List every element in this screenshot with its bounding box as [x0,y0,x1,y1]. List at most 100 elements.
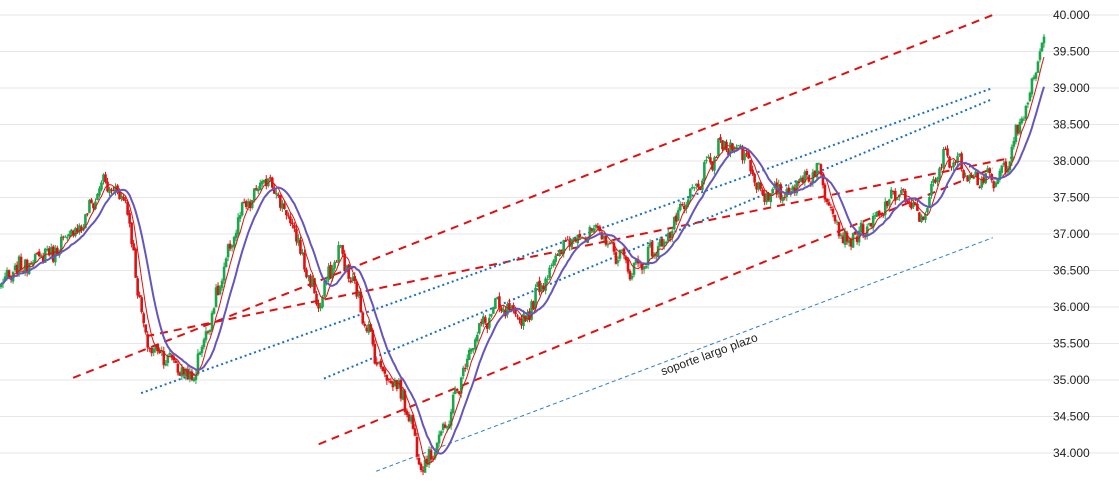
candle-up [297,238,300,244]
candle-down [628,271,632,280]
candle-up [281,203,284,209]
candle-down [385,374,389,381]
candle-down [110,189,113,191]
candle-up [648,242,652,247]
candle-up [49,247,53,256]
candle-up [88,200,91,213]
candle-down [242,201,246,203]
candle-down [823,184,827,200]
candle-up [447,424,451,428]
candle-up [84,214,87,229]
candle-up [204,331,208,340]
candle-up [70,229,73,235]
candle-down [500,307,503,311]
candle-up [1032,76,1036,80]
candle-up [757,182,760,190]
candle-down [216,285,220,296]
candle-up [717,138,720,157]
candle-up [1036,61,1040,73]
candle-up [847,240,851,243]
candle-down [944,148,947,150]
candle-up [672,216,676,230]
candle-up [544,278,547,291]
candle-down [355,281,359,297]
candle-up [644,266,648,268]
candle-up [252,188,256,201]
candle-up [1026,102,1030,105]
candle-down [520,319,523,326]
candle-down [457,391,461,394]
candle-up [230,244,234,248]
candle-down [753,174,756,183]
candle-up [256,189,260,192]
candle-up [1028,92,1032,102]
candle-down [793,187,797,193]
candle-up [445,426,449,429]
candle-up [968,174,971,180]
candle-down [783,197,787,199]
candle-up [471,348,475,351]
candle-down [47,248,51,256]
candle-up [695,183,698,186]
candle-down [833,215,837,222]
candle-down [745,153,748,155]
candle-down [244,201,248,207]
candle-down [365,327,369,332]
candle-down [767,193,770,201]
candle-down [134,248,137,278]
candle-down [976,172,979,186]
candle-up [27,263,31,275]
candle-up [224,258,228,268]
candle-down [283,203,286,209]
candle-down [660,238,664,247]
candle-up [451,394,455,413]
candle-down [853,231,857,235]
candle-up [646,246,650,266]
candle-up [13,265,17,271]
candle-down [279,195,282,208]
candle-up [74,228,77,237]
candle-down [564,240,568,242]
candle-down [608,243,612,245]
candle-up [875,211,879,216]
candle-down [315,293,318,305]
candle-up [427,449,431,465]
candle-up [920,215,923,222]
candle-down [343,253,346,271]
candle-down [41,256,45,262]
candle-down [614,252,618,264]
candle-up [323,280,326,297]
candle-down [35,252,39,254]
candle-down [918,212,921,222]
candle-down [578,233,582,238]
candle-down [383,369,387,374]
candle-down [516,315,519,317]
candle-up [226,244,230,258]
candle-down [425,458,429,465]
candle-down [122,196,125,201]
candle-up [526,312,529,320]
candle-up [194,374,198,380]
candle-down [950,166,953,168]
candle-down [379,360,383,367]
candle-up [240,202,244,216]
candle-down [727,150,730,156]
candle-down [508,302,511,310]
candle-up [996,178,1000,184]
candle-down [417,457,421,465]
candle-down [954,161,957,163]
candle-up [737,145,740,147]
candle-down [273,187,276,194]
candle-down [463,367,467,369]
candle-up [45,249,49,251]
candle-up [331,268,334,279]
candle-down [174,360,178,363]
candle-down [532,301,535,310]
candle-down [787,187,791,194]
candle-up [367,324,371,333]
candle-up [956,156,959,163]
candle-down [375,362,379,365]
candle-down [518,317,521,320]
y-tick-label: 40.000 [1053,8,1090,22]
candle-down [80,226,83,230]
